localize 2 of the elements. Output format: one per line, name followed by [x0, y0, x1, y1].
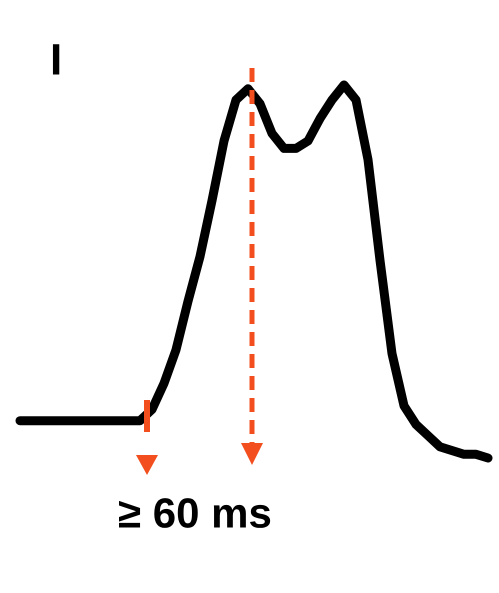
- chart-title: I: [50, 36, 62, 84]
- text: ≥ 60 ms: [118, 490, 272, 536]
